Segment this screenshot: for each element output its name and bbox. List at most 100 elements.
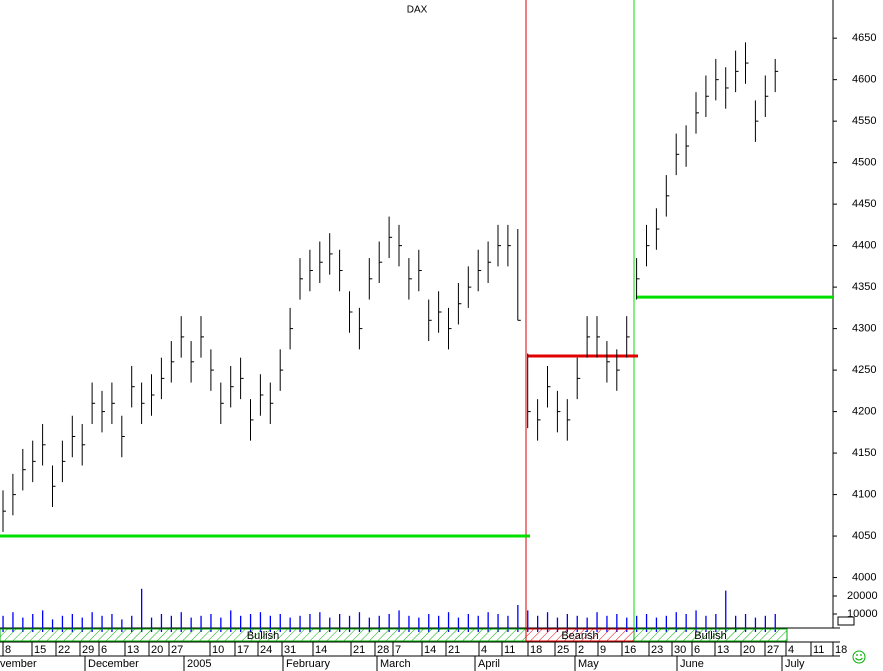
volume-bar	[616, 614, 618, 632]
volume-bar	[388, 614, 390, 632]
volume-bar	[705, 615, 707, 632]
y-tick-label: 4300	[852, 323, 876, 335]
volume-bar	[348, 615, 351, 632]
month-label: April	[478, 658, 500, 670]
volume-bar	[141, 588, 143, 632]
volume-tick-label: 10000	[847, 608, 878, 620]
month-label: March	[380, 658, 411, 670]
day-label: 6	[694, 644, 700, 656]
volume-bar	[42, 610, 44, 632]
day-label: 14	[315, 644, 327, 656]
day-label: 13	[127, 644, 139, 656]
volume-bar	[418, 617, 420, 632]
volume-bar	[101, 615, 103, 632]
volume-bar	[319, 612, 321, 632]
volume-bar	[695, 610, 697, 632]
volume-bar	[744, 614, 747, 632]
y-tick-label: 4400	[852, 240, 876, 252]
y-tick-label: 4000	[852, 571, 876, 583]
month-label: 2005	[187, 658, 211, 670]
day-label: 27	[171, 644, 183, 656]
day-label: 9	[600, 644, 606, 656]
day-label: 27	[767, 644, 779, 656]
volume-bar	[546, 612, 549, 632]
volume-bar	[457, 617, 460, 632]
day-label: 29	[82, 644, 94, 656]
volume-bar	[2, 615, 4, 632]
day-label: 7	[395, 644, 401, 656]
day-label: 21	[353, 644, 365, 656]
day-label: 30	[674, 644, 686, 656]
y-tick-label: 4150	[852, 447, 876, 459]
volume-bar	[131, 615, 133, 632]
volume-bar	[190, 617, 192, 632]
volume-bar	[230, 610, 232, 632]
volume-bar	[398, 610, 400, 632]
y-tick-label: 4050	[852, 530, 876, 542]
volume-bar	[527, 610, 529, 632]
volume-bar	[51, 619, 54, 632]
volume-bar	[249, 614, 252, 632]
volume-bar	[517, 605, 519, 632]
volume-bar	[71, 614, 73, 632]
day-label: 28	[377, 644, 389, 656]
month-label: vember	[0, 658, 37, 670]
volume-bar	[636, 615, 638, 632]
volume-bar	[725, 590, 727, 632]
volume-bar	[111, 614, 113, 632]
volume-bar	[467, 614, 469, 632]
volume-bar	[279, 614, 281, 632]
chart-title: DAX	[407, 5, 428, 16]
day-label: 20	[743, 644, 755, 656]
volume-bar	[408, 615, 410, 632]
month-label: June	[680, 658, 704, 670]
y-tick-label: 4600	[852, 74, 876, 86]
volume-bar	[329, 617, 331, 632]
volume-bar	[32, 614, 34, 632]
signal-label: Bullish	[694, 630, 726, 642]
volume-bar	[586, 617, 588, 632]
signal-band	[633, 628, 788, 642]
signal-label: Bullish	[247, 630, 279, 642]
volume-bar	[150, 617, 153, 632]
y-tick-label: 4650	[852, 32, 876, 44]
volume-bar	[269, 615, 271, 632]
day-label: 11	[813, 644, 824, 656]
day-label: 25	[557, 644, 569, 656]
day-label: 15	[34, 644, 46, 656]
volume-bar	[220, 617, 222, 632]
volume-bar	[378, 615, 380, 632]
day-label: 18	[835, 644, 847, 656]
volume-bar	[477, 615, 479, 632]
signal-label: Bearish	[561, 630, 598, 642]
volume-bar	[715, 614, 717, 632]
day-label: 14	[424, 644, 436, 656]
day-label: 18	[530, 644, 542, 656]
volume-bar	[180, 612, 182, 632]
scroll-box	[837, 616, 855, 626]
month-label: May	[578, 658, 599, 670]
y-tick-label: 4450	[852, 198, 876, 210]
y-tick-label: 4100	[852, 488, 876, 500]
volume-bar	[240, 615, 242, 632]
volume-bar	[438, 615, 440, 632]
volume-bar	[685, 614, 687, 632]
day-label: 20	[151, 644, 163, 656]
volume-bar	[566, 614, 568, 632]
volume-tick-label: 20000	[847, 590, 878, 602]
day-label: 13	[717, 644, 729, 656]
volume-bar	[160, 614, 163, 632]
y-tick-label: 4200	[852, 405, 876, 417]
day-label: 4	[788, 644, 794, 656]
volume-bar	[556, 617, 559, 632]
day-label: 16	[624, 644, 636, 656]
y-tick-label: 4500	[852, 157, 876, 169]
volume-bar	[170, 615, 172, 632]
volume-bar	[81, 617, 83, 632]
volume-bar	[764, 615, 766, 632]
day-label: 17	[237, 644, 249, 656]
month-label: December	[88, 658, 139, 670]
volume-bar	[497, 614, 499, 632]
